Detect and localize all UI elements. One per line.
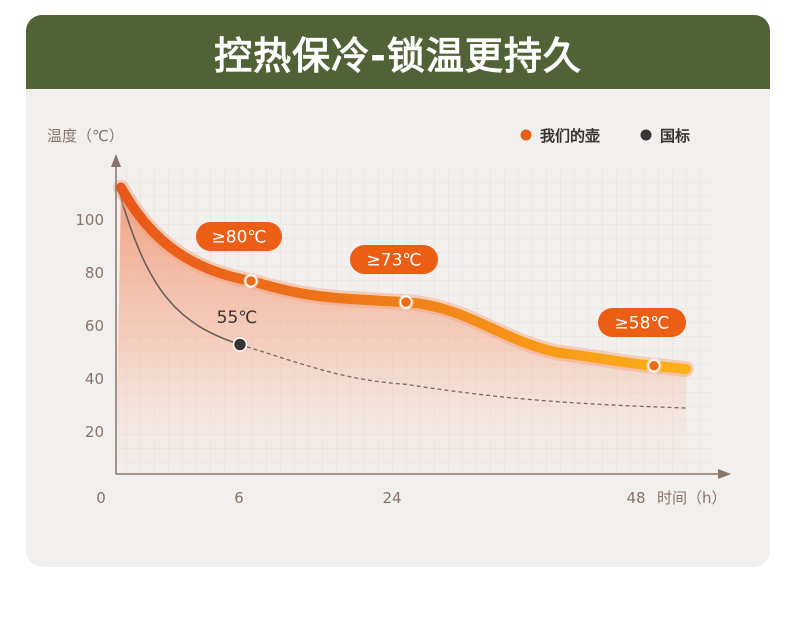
- x-tick-labels: 0 6 24 48: [96, 489, 645, 507]
- y-tick-label: 100: [75, 211, 104, 229]
- series-line-standard-solid: [117, 187, 241, 346]
- badge-label-ours: ≥73℃: [367, 251, 422, 271]
- series-line-ours: [116, 182, 691, 374]
- marker-ours: [647, 359, 661, 372]
- badge-ours: [196, 222, 282, 251]
- legend: 我们的壶 国标: [520, 127, 690, 145]
- y-tick-label: 40: [85, 370, 104, 388]
- legend-marker-ours: [520, 129, 532, 141]
- y-axis-label: 温度（℃）: [47, 127, 124, 145]
- x-tick-label: 0: [96, 489, 106, 507]
- badge-ours: [350, 245, 438, 274]
- y-tick-label: 60: [85, 317, 104, 335]
- badge-ours: [598, 308, 686, 337]
- y-tick-labels: 100 80 60 40 20: [75, 211, 104, 441]
- series-line-standard-dashed: [239, 343, 687, 409]
- marker-ours: [399, 295, 413, 309]
- x-tick-label: 6: [234, 489, 244, 507]
- y-tick-label: 80: [85, 264, 104, 282]
- y-tick-label: 20: [85, 423, 104, 441]
- x-tick-label: 48: [626, 489, 645, 507]
- legend-marker-standard: [640, 129, 652, 141]
- x-tick-label: 24: [382, 489, 401, 507]
- badge-label-ours: ≥80℃: [212, 228, 267, 248]
- marker-ours: [244, 274, 258, 288]
- x-axis-arrow: [718, 469, 731, 479]
- y-axis-arrow: [111, 154, 121, 167]
- legend-label-ours: 我们的壶: [540, 127, 600, 145]
- area-fill-ours: [116, 187, 686, 475]
- badge-label-ours: ≥58℃: [615, 314, 670, 334]
- markers: ≥80℃ ≥73℃ ≥58℃ 55℃: [196, 222, 686, 374]
- header-bar: 控热保冷-锁温更持久: [26, 15, 770, 89]
- marker-label-standard: 55℃: [217, 308, 258, 328]
- legend-label-standard: 国标: [660, 127, 690, 145]
- page-title: 控热保冷-锁温更持久: [214, 33, 582, 78]
- x-axis-label: 时间（h）: [657, 489, 727, 507]
- marker-standard: [232, 337, 248, 352]
